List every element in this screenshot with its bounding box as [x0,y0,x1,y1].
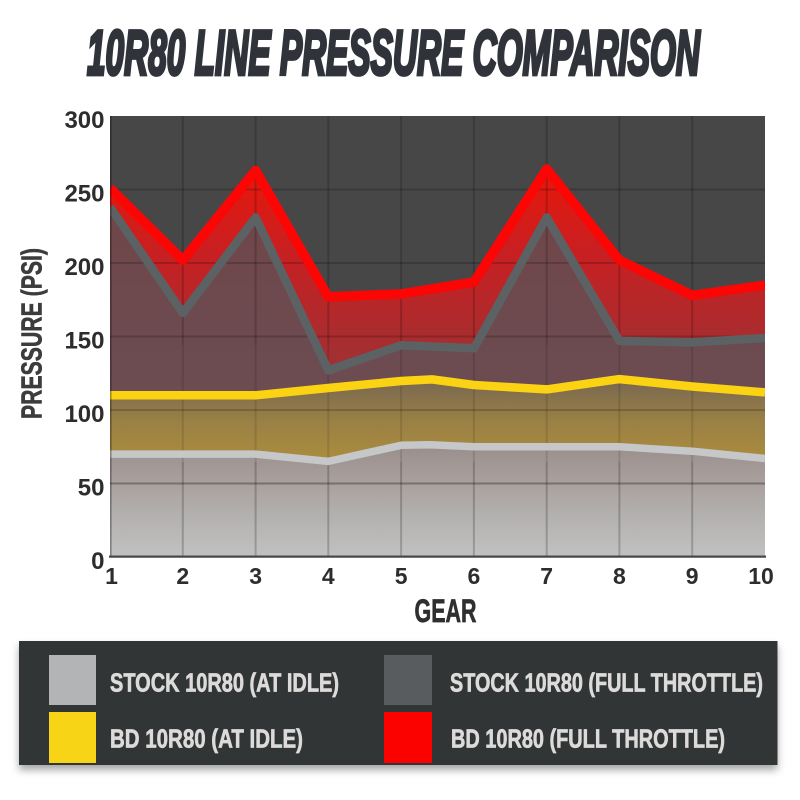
svg-text:1: 1 [105,563,118,589]
svg-text:0: 0 [91,548,104,575]
svg-text:10: 10 [748,563,774,589]
svg-text:PRESSURE (PSI): PRESSURE (PSI) [17,248,49,419]
svg-text:BD 10R80 (FULL THROTTLE): BD 10R80 (FULL THROTTLE) [451,724,725,754]
svg-text:250: 250 [64,181,104,208]
svg-text:4: 4 [322,563,335,589]
svg-text:STOCK 10R80 (FULL THROTTLE): STOCK 10R80 (FULL THROTTLE) [450,668,763,698]
svg-text:GEAR: GEAR [415,593,477,629]
svg-text:10R80 LINE PRESSURE COMPARISON: 10R80 LINE PRESSURE COMPARISON [87,19,701,89]
svg-text:STOCK 10R80 (AT IDLE): STOCK 10R80 (AT IDLE) [110,668,339,698]
svg-text:50: 50 [78,475,105,502]
svg-text:8: 8 [613,563,626,589]
svg-text:3: 3 [249,563,262,589]
svg-text:7: 7 [540,563,553,589]
svg-text:150: 150 [64,328,104,355]
svg-text:2: 2 [176,563,189,589]
svg-text:6: 6 [468,563,481,589]
svg-text:BD 10R80 (AT IDLE): BD 10R80 (AT IDLE) [110,724,303,754]
svg-text:100: 100 [64,401,104,428]
svg-text:200: 200 [64,254,104,281]
svg-text:9: 9 [686,563,699,589]
svg-text:300: 300 [64,107,104,134]
svg-text:5: 5 [395,563,408,589]
